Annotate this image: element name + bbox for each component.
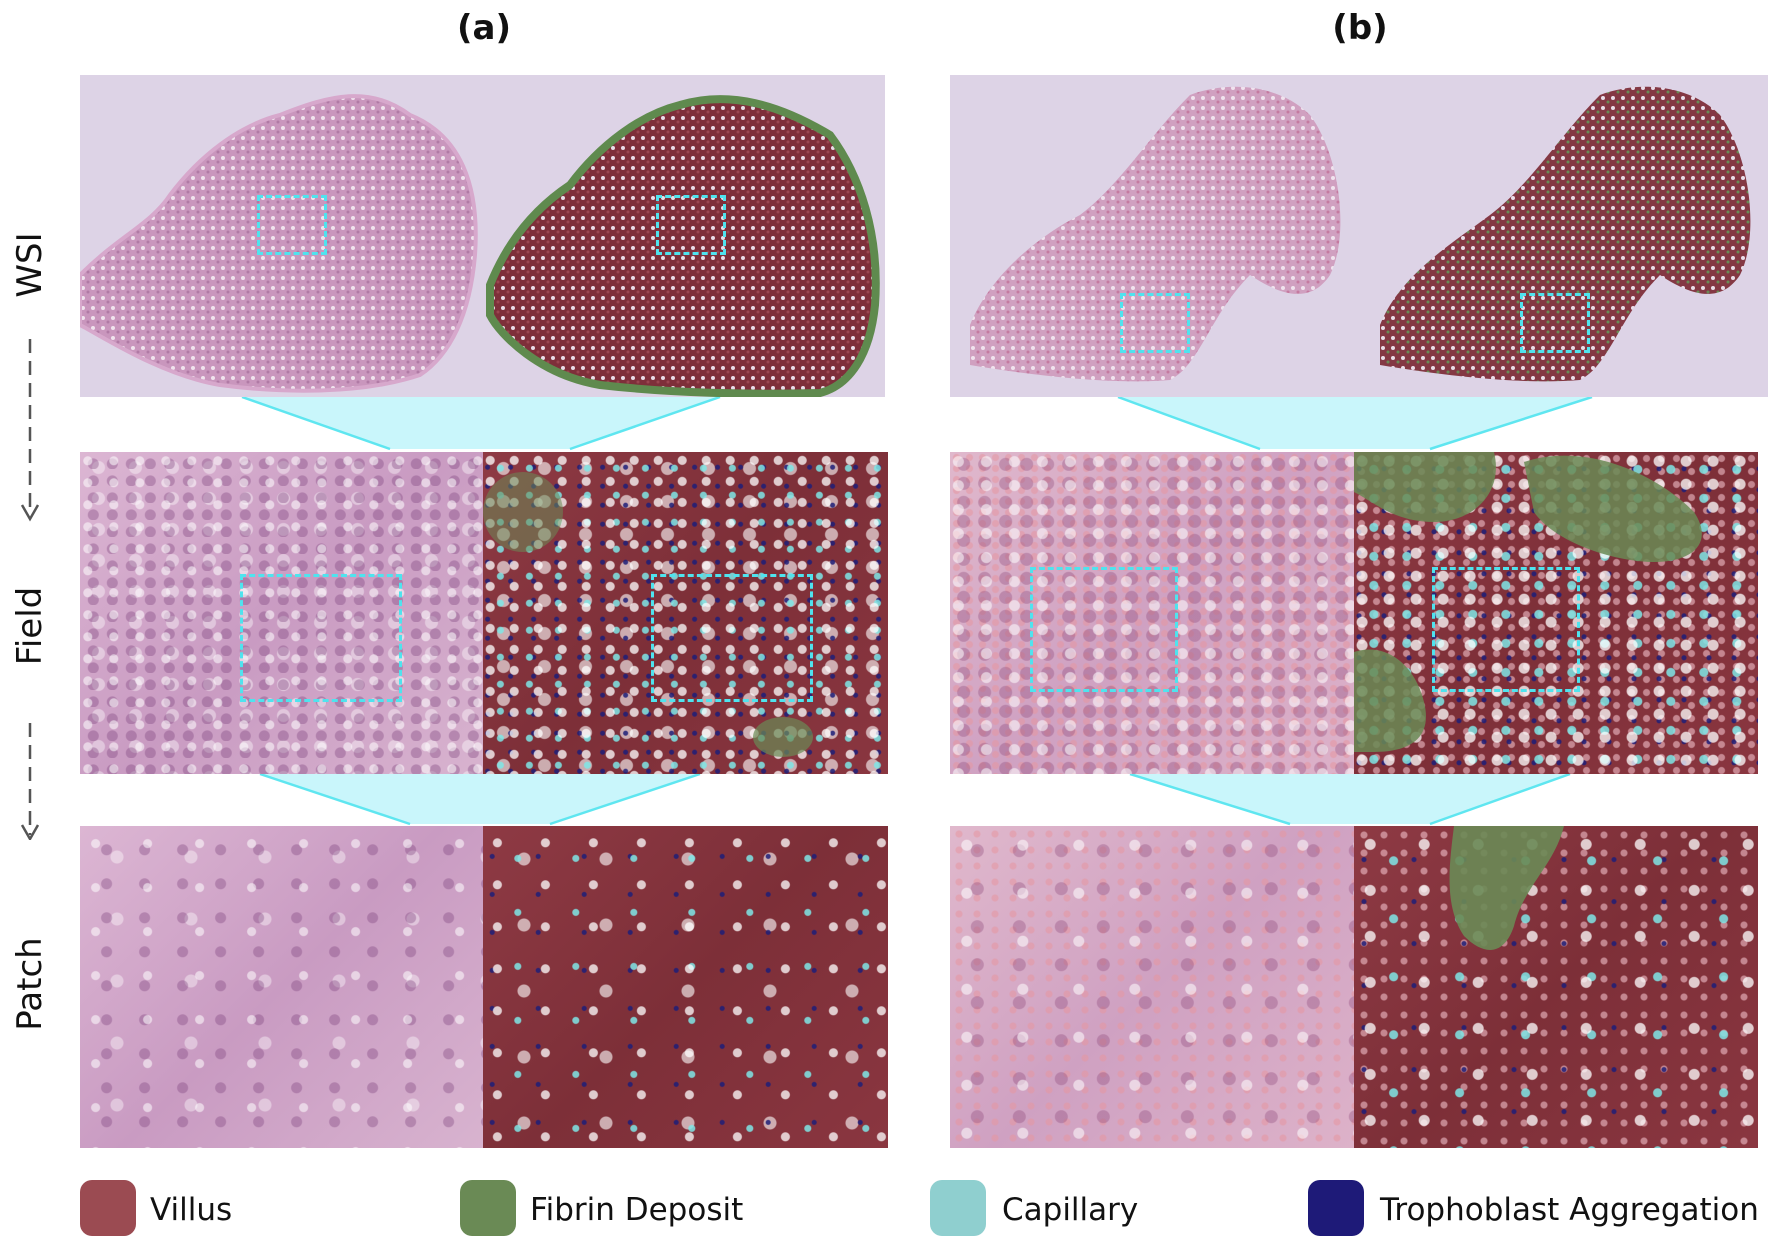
- wsi-image-a: [80, 75, 885, 397]
- field-image-a-seg: [483, 452, 888, 774]
- panel-title-b: (b): [1332, 8, 1388, 48]
- legend-swatch-fibrin-deposit: [460, 1180, 516, 1236]
- wsi-roi-box-a-right: [656, 195, 726, 255]
- patch-image-a-he: [80, 826, 483, 1148]
- legend-label-villus: Villus: [150, 1192, 233, 1228]
- wsi-image-b: [950, 75, 1768, 397]
- legend-label-fibrin-deposit: Fibrin Deposit: [530, 1192, 744, 1228]
- legend-label-capillary: Capillary: [1002, 1192, 1139, 1228]
- field-roi-box-b-right: [1432, 567, 1580, 692]
- zoom-connector-a-1: [241, 397, 721, 451]
- wsi-roi-box-a-left: [257, 195, 327, 255]
- legend-swatch-trophoblast-aggregation: [1308, 1180, 1364, 1236]
- field-image-b-seg: [1354, 452, 1758, 774]
- field-roi-box-a-left: [240, 574, 402, 702]
- zoom-connector-b-2: [1129, 774, 1571, 826]
- patch-image-b-he: [950, 826, 1354, 1148]
- wsi-roi-box-b-right: [1520, 293, 1590, 353]
- field-image-a-he: [80, 452, 483, 774]
- field-image-b-he: [950, 452, 1354, 774]
- zoom-connector-b-1: [1117, 397, 1593, 451]
- row-label-patch: Patch: [10, 937, 50, 1031]
- legend-swatch-villus: [80, 1180, 136, 1236]
- wsi-roi-box-b-left: [1120, 293, 1190, 353]
- zoom-connector-a-2: [259, 774, 701, 826]
- field-roi-box-a-right: [651, 574, 813, 702]
- legend-label-trophoblast-aggregation: Trophoblast Aggregation: [1380, 1192, 1759, 1228]
- hierarchy-arrows: [20, 339, 40, 840]
- field-roi-box-b-left: [1030, 567, 1178, 692]
- legend-swatch-capillary: [930, 1180, 986, 1236]
- patch-image-b-seg: [1354, 826, 1758, 1148]
- panel-title-a: (a): [456, 8, 512, 48]
- patch-image-a-seg: [483, 826, 888, 1148]
